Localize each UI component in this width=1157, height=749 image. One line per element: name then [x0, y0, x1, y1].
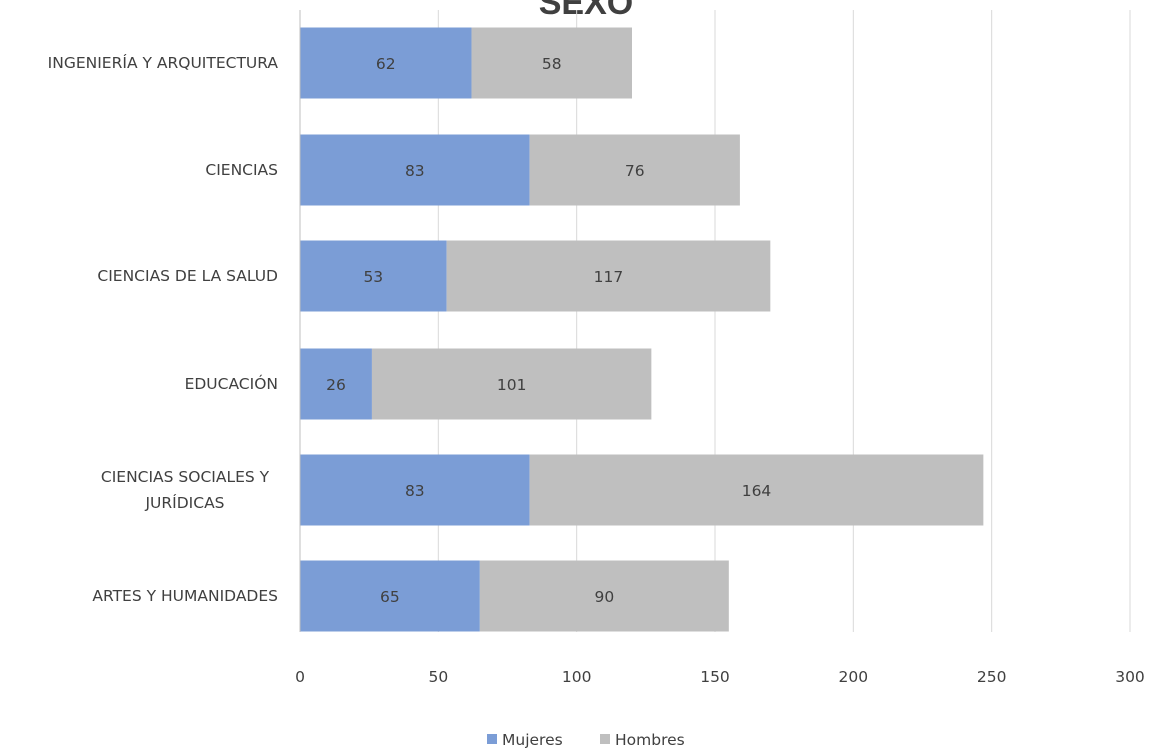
bar-hombres — [479, 560, 729, 632]
data-label: 53 — [363, 268, 383, 286]
bar-hombres — [529, 134, 740, 206]
bar-hombres — [446, 240, 771, 312]
legend: Mujeres Hombres — [487, 731, 685, 749]
data-label: 62 — [376, 55, 396, 73]
x-tick-label: 300 — [1115, 668, 1145, 686]
category-label: EDUCACIÓN — [185, 374, 278, 393]
bar-hombres — [471, 27, 632, 99]
legend-label-mujeres: Mujeres — [502, 731, 563, 749]
category-label: CIENCIAS SOCIALES Y — [101, 468, 270, 486]
gridlines — [437, 10, 1131, 632]
x-tick-label: 250 — [977, 668, 1007, 686]
data-label: 65 — [380, 588, 400, 606]
bar-hombres — [529, 454, 984, 526]
data-label: 117 — [594, 268, 624, 286]
category-label: ARTES Y HUMANIDADES — [92, 587, 278, 605]
data-label: 58 — [542, 55, 562, 73]
x-tick-label: 0 — [295, 668, 305, 686]
bars: 62 58 83 76 53 117 26 101 83 164 65 90 — [300, 27, 984, 632]
bar-mujeres — [300, 27, 472, 99]
x-tick-label: 200 — [839, 668, 869, 686]
x-tick-label: 100 — [562, 668, 592, 686]
data-label: 90 — [594, 588, 614, 606]
bar-mujeres — [300, 240, 447, 312]
axes: 0 50 100 150 200 250 300 INGENIERÍA Y ARQUITECT… — [48, 10, 1145, 686]
bar-mujeres — [300, 134, 530, 206]
category-label: CIENCIAS — [205, 161, 278, 179]
category-label: CIENCIAS DE LA SALUD — [97, 267, 278, 285]
bar-mujeres — [300, 348, 372, 420]
data-label: 164 — [742, 482, 772, 500]
bar-mujeres — [300, 454, 530, 526]
category-label: JURÍDICAS — [144, 493, 224, 512]
x-tick-label: 150 — [700, 668, 730, 686]
bar-hombres — [371, 348, 652, 420]
x-tick-label: 50 — [428, 668, 448, 686]
data-label: 76 — [625, 162, 645, 180]
legend-swatch-mujeres — [487, 734, 497, 744]
data-label: 83 — [405, 482, 425, 500]
data-label: 26 — [326, 376, 346, 394]
legend-swatch-hombres — [600, 734, 610, 744]
category-label: INGENIERÍA Y ARQUITECTURA — [48, 53, 279, 72]
legend-label-hombres: Hombres — [615, 731, 685, 749]
data-label: 83 — [405, 162, 425, 180]
data-label: 101 — [497, 376, 527, 394]
bar-mujeres — [300, 560, 480, 632]
chart-title: SEXO — [539, 0, 633, 22]
